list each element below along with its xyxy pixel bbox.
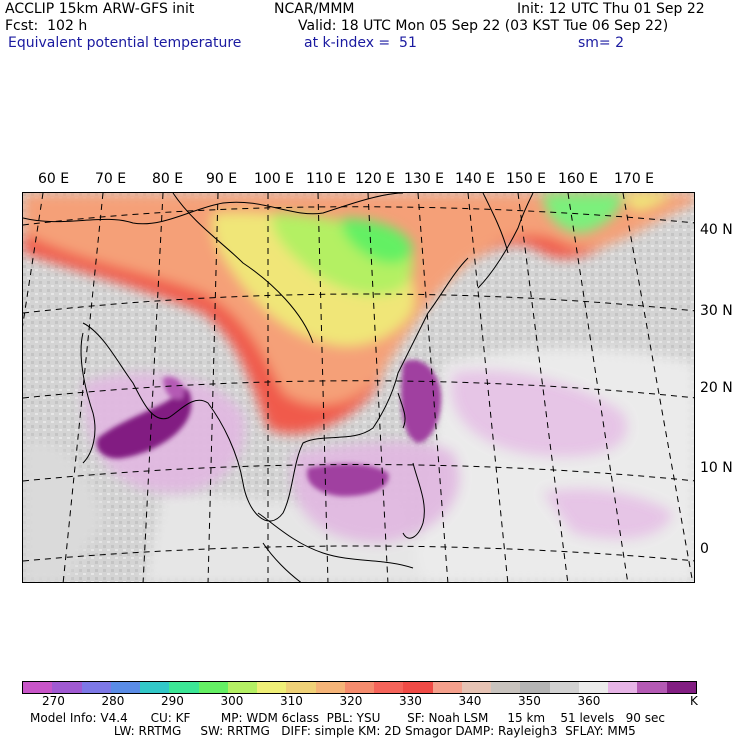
colorbar bbox=[22, 681, 697, 694]
lon-label: 70 E bbox=[95, 171, 127, 187]
model-title: ACCLIP 15km ARW-GFS init bbox=[5, 1, 195, 17]
lon-label: 90 E bbox=[206, 171, 238, 187]
level-index: at k-index = 51 bbox=[304, 35, 417, 51]
forecast-hour: Fcst: 102 h bbox=[5, 18, 88, 34]
model-info-line1: Model Info: V4.4 CU: KF MP: WDM 6class P… bbox=[30, 711, 665, 725]
colorbar-unit: K bbox=[690, 694, 698, 708]
valid-time: Valid: 18 UTC Mon 05 Sep 22 (03 KST Tue … bbox=[298, 18, 669, 34]
colorbar-swatch bbox=[198, 682, 228, 693]
colorbar-swatch bbox=[169, 682, 199, 693]
map-panel bbox=[22, 192, 695, 583]
lon-label: 160 E bbox=[558, 171, 599, 187]
lon-label: 140 E bbox=[455, 171, 496, 187]
colorbar-swatch bbox=[344, 682, 374, 693]
colorbar-swatch bbox=[81, 682, 111, 693]
lat-label: 0 bbox=[700, 541, 709, 557]
colorbar-label: 330 bbox=[399, 694, 422, 708]
lon-label: 130 E bbox=[404, 171, 445, 187]
lon-label: 150 E bbox=[506, 171, 547, 187]
theta-e-field bbox=[23, 193, 694, 582]
lon-label: 100 E bbox=[254, 171, 295, 187]
colorbar-swatch bbox=[374, 682, 404, 693]
coastlines bbox=[23, 193, 534, 582]
colorbar-swatch bbox=[140, 682, 170, 693]
graticule bbox=[23, 193, 694, 582]
colorbar-swatch bbox=[52, 682, 82, 693]
lon-label: 170 E bbox=[614, 171, 655, 187]
organization: NCAR/MMM bbox=[274, 1, 355, 17]
colorbar-swatch bbox=[549, 682, 579, 693]
lat-label: 10 N bbox=[700, 460, 733, 476]
colorbar-label: 320 bbox=[339, 694, 363, 708]
colorbar-swatch bbox=[491, 682, 521, 693]
colorbar-swatch bbox=[23, 682, 53, 693]
colorbar-swatch bbox=[432, 682, 462, 693]
lon-label: 80 E bbox=[152, 171, 184, 187]
colorbar-swatch bbox=[608, 682, 638, 693]
colorbar-label: 310 bbox=[280, 694, 303, 708]
colorbar-swatch bbox=[257, 682, 287, 693]
colorbar-swatch bbox=[315, 682, 345, 693]
smoothing: sm= 2 bbox=[578, 35, 625, 51]
init-time: Init: 12 UTC Thu 01 Sep 22 bbox=[517, 1, 705, 17]
field-name: Equivalent potential temperature bbox=[8, 35, 242, 51]
colorbar-swatch bbox=[461, 682, 491, 693]
lat-label: 20 N bbox=[700, 380, 733, 396]
colorbar-swatch bbox=[666, 682, 696, 693]
colorbar-swatch bbox=[637, 682, 667, 693]
colorbar-label: 340 bbox=[458, 694, 482, 708]
lon-label: 110 E bbox=[306, 171, 347, 187]
colorbar-label: 350 bbox=[518, 694, 541, 708]
lon-label: 120 E bbox=[355, 171, 396, 187]
lon-label: 60 E bbox=[38, 171, 70, 187]
colorbar-swatch bbox=[403, 682, 433, 693]
colorbar-swatch bbox=[110, 682, 140, 693]
lat-label: 30 N bbox=[700, 303, 733, 319]
colorbar-label: 360 bbox=[577, 694, 601, 708]
colorbar-swatch bbox=[227, 682, 257, 693]
colorbar-swatch bbox=[578, 682, 608, 693]
model-info-line2: LW: RRTMG SW: RRTMG DIFF: simple KM: 2D … bbox=[30, 724, 636, 738]
colorbar-label: 300 bbox=[220, 694, 244, 708]
colorbar-label: 290 bbox=[161, 694, 184, 708]
colorbar-label: 270 bbox=[42, 694, 65, 708]
colorbar-label: 280 bbox=[101, 694, 125, 708]
colorbar-swatch bbox=[520, 682, 550, 693]
lat-label: 40 N bbox=[700, 222, 733, 238]
colorbar-swatch bbox=[286, 682, 316, 693]
